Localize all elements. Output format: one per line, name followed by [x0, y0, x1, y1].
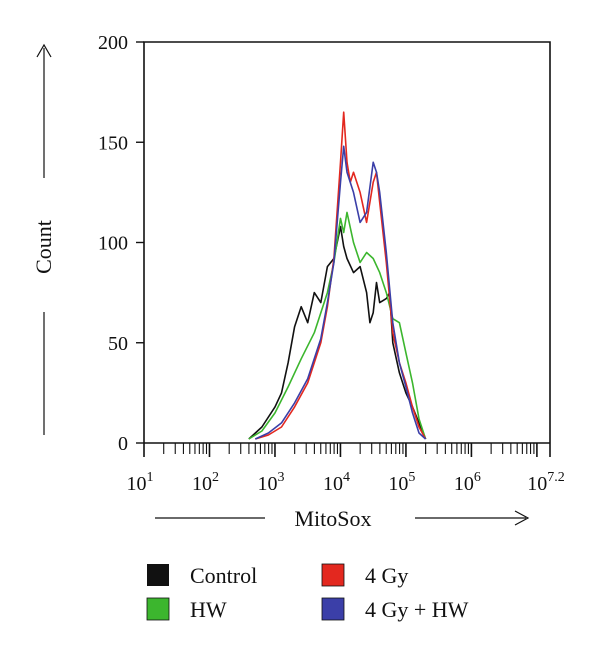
- legend-label-4gy-hw: 4 Gy + HW: [365, 597, 469, 622]
- plot-border: [143, 41, 551, 443]
- series-line-4-gy: [255, 111, 427, 440]
- legend-label-control: Control: [190, 563, 257, 588]
- series-layer: [248, 111, 427, 440]
- x-axis-label: MitoSox: [294, 506, 371, 531]
- legend-swatch-hw: [146, 597, 170, 621]
- plot-frame: [143, 41, 551, 444]
- y-axis: 0 50 100 150 200: [98, 32, 144, 455]
- x-axis-title-group: MitoSox: [155, 506, 530, 531]
- x-tick-label: 101: [127, 470, 154, 495]
- series-line-4-gy-hw: [254, 145, 427, 440]
- y-axis-label: Count: [31, 220, 56, 274]
- y-axis-title-group: Count: [31, 43, 56, 435]
- y-tick-label: 50: [108, 333, 128, 355]
- x-tick-label: 107.2: [527, 470, 565, 495]
- y-tick-label: 100: [98, 233, 128, 255]
- x-tick-label: 106: [454, 470, 481, 495]
- series-line-control: [248, 225, 427, 440]
- legend-swatch-control: [147, 564, 169, 586]
- legend-swatch-4gy: [321, 563, 345, 587]
- legend: Control 4 Gy HW 4 Gy + HW: [146, 563, 469, 622]
- x-axis-arrowhead: [514, 510, 530, 526]
- x-tick-label: 104: [323, 470, 350, 495]
- x-axis: 101 102 103 104 105 106 107.2: [127, 443, 565, 495]
- series-line-hw: [248, 211, 427, 440]
- y-tick-label: 0: [118, 433, 128, 455]
- legend-label-hw: HW: [190, 597, 227, 622]
- x-tick-label: 105: [388, 470, 415, 495]
- y-tick-label: 200: [98, 32, 128, 54]
- y-tick-label: 150: [98, 132, 128, 154]
- x-tick-label: 103: [257, 470, 284, 495]
- legend-label-4gy: 4 Gy: [365, 563, 408, 588]
- legend-swatch-4gy-hw: [321, 597, 345, 621]
- x-tick-label: 102: [192, 470, 219, 495]
- y-axis-arrowhead: [36, 43, 52, 58]
